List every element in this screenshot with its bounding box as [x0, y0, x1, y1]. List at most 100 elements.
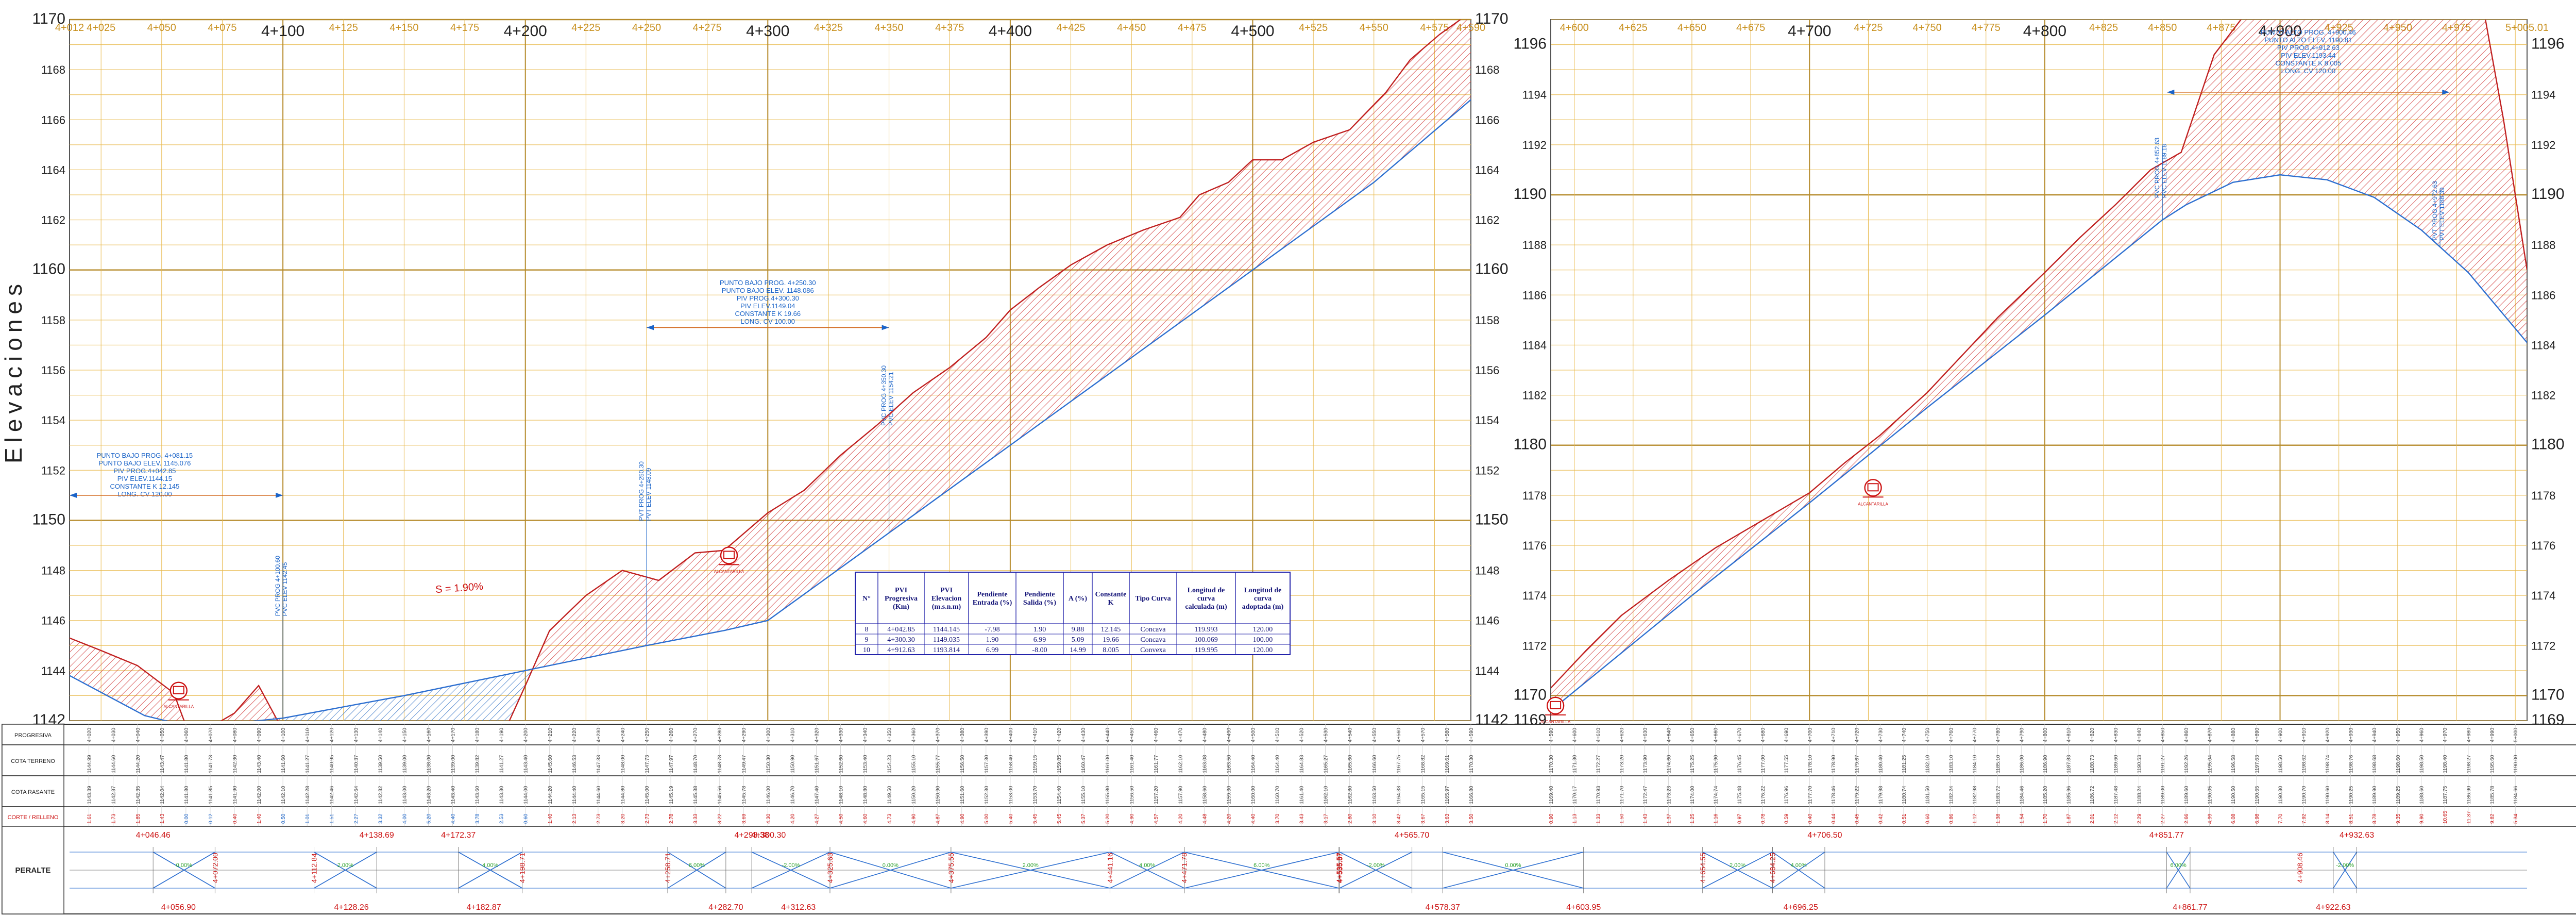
band-value: 4+100: [281, 727, 286, 742]
band-value: 1147.40: [814, 786, 820, 804]
band-value: 4+670: [1737, 727, 1742, 742]
band-value: 1150.30: [766, 755, 771, 773]
band-value: 1162.10: [1178, 755, 1183, 773]
peralte-station-vertical: 4+654.55: [1699, 853, 1707, 883]
cut-fill-value: 2.73: [645, 813, 650, 824]
band-value: 4+580: [1445, 727, 1450, 742]
cut-fill-value: 5.45: [1032, 813, 1038, 824]
band-value: 1176.45: [1737, 755, 1742, 773]
table-header-text: Longitud de: [1244, 587, 1282, 594]
station-label: 4+550: [1360, 22, 1388, 34]
band-value: 1146.00: [766, 786, 771, 804]
cut-fill-value: 1.51: [329, 813, 335, 824]
peralte-transition: [751, 852, 831, 889]
band-value: 1142.00: [257, 786, 262, 804]
band-value: 4+280: [717, 727, 723, 742]
curve-point-text: PVC PROG 4+100.60: [274, 556, 281, 616]
band-value: 1154.23: [887, 755, 893, 773]
band-value: 1189.00: [2160, 786, 2166, 804]
band-value: 1170.17: [1572, 786, 1578, 804]
band-value: 1157.30: [984, 755, 990, 773]
elevation-label: 1154: [1475, 414, 1499, 427]
peralte-station-vertical: 4+535.87: [1335, 853, 1344, 883]
elevation-label: 1158: [1475, 314, 1499, 327]
band-value: 1148.10: [838, 786, 844, 804]
svg-text:Elevaciones: Elevaciones: [0, 279, 27, 463]
peralte-transition: [152, 852, 215, 889]
cut-fill-value: 7.70: [2278, 813, 2284, 824]
band-value: 1170.30: [1469, 755, 1475, 773]
cut-fill-value: 0.60: [1925, 813, 1931, 824]
band-value: 1160.47: [1081, 755, 1087, 773]
table-cell-text: 19.66: [1103, 636, 1119, 644]
band-value: 1142.46: [329, 786, 335, 804]
vertical-grid: [1574, 20, 2516, 721]
band-value: 1179.98: [1878, 786, 1884, 804]
elevation-label: 1144: [41, 664, 65, 677]
band-value: 4+090: [257, 727, 262, 742]
table-header-text: Longitud de: [1188, 587, 1225, 594]
band-value: 1196.58: [2231, 755, 2236, 773]
elevation-label: 1186: [2531, 289, 2555, 302]
band-value: 1141.90: [232, 786, 238, 804]
table-cell-text: -8.00: [1032, 646, 1047, 654]
pvi-annotation-line: PIV ELEV.1144.15: [117, 475, 172, 482]
culvert-label: ALCANTARILLA: [1858, 502, 1888, 506]
band-value: 1145.60: [548, 755, 553, 773]
peralte-station-vertical: 4+908.46: [2296, 853, 2304, 883]
band-value: 4+120: [329, 727, 335, 742]
station-label: 4+375: [935, 22, 964, 34]
band-value: 1142.04: [160, 786, 165, 804]
band-value: 1143.40: [451, 786, 456, 804]
band-value: 1167.75: [1396, 755, 1402, 773]
elevation-label: 1194: [2531, 89, 2555, 102]
cut-fill-value: 1.73: [111, 813, 117, 824]
elevation-label: 1160: [1475, 261, 1509, 278]
elevation-label: 1196: [1513, 36, 1547, 53]
band-value: 1159.30: [1226, 786, 1232, 804]
elevation-labels: 1170 1168 1166 1164 1162 1160 1158 1156 1154 1152…: [32, 10, 1508, 728]
culvert-icon: ALCANTARILLA: [714, 546, 744, 574]
table-cell-text: 4+300.30: [887, 636, 914, 644]
arrow-head: [70, 492, 77, 498]
band-label-cell: [2, 806, 64, 827]
band-value: 1184.46: [2019, 786, 2025, 804]
cut-fill-value: 1.37: [1666, 813, 1672, 824]
culvert-icon: ALCANTARILLA: [1858, 479, 1889, 506]
cut-fill-value: 1.16: [1714, 813, 1719, 824]
band-value: 1198.60: [2396, 755, 2401, 773]
band-value: 1139.50: [378, 755, 383, 773]
band-value: 1190.53: [2137, 755, 2143, 773]
station-label: 4+525: [1299, 22, 1328, 34]
cut-fill-value: 1.50: [1619, 813, 1625, 824]
elevation-label: 1194: [1522, 89, 1547, 102]
band-value: 1148.00: [620, 755, 626, 773]
peralte-transition: [314, 852, 377, 889]
peralte-station-bottom: 4+182.87: [467, 903, 501, 912]
band-value: 4+270: [693, 727, 699, 742]
peralte-percent: 0.00%: [1505, 862, 1521, 869]
cut-fill-value: 3.69: [741, 813, 747, 824]
band-value: 4+190: [499, 727, 505, 742]
band-value: 4+470: [1178, 727, 1183, 742]
culvert-label: ALCANTARILLA: [163, 705, 194, 709]
elevation-label: 1186: [1522, 289, 1547, 302]
cut-fill-value: 5.20: [426, 813, 432, 824]
curve-point-text: PVC ELEV 1154.21: [888, 372, 895, 426]
band-value: 1162.10: [1324, 786, 1329, 804]
station-label: 4+450: [1117, 22, 1146, 34]
curve-point-text: PVT ELEV 1188.39: [2438, 187, 2446, 240]
peralte-transition: [667, 852, 726, 889]
station-label: 4+050: [147, 22, 176, 34]
band-value: 1186.90: [2043, 755, 2048, 773]
table-header-text: Tipo Curva: [1135, 595, 1171, 603]
peralte-station-top: 4+851.77: [2149, 831, 2184, 840]
curve-length-arrow: [647, 325, 889, 330]
station-label: 4+125: [329, 22, 358, 34]
cut-fill-value: 4.40: [451, 813, 456, 824]
band-value: 1165.60: [1348, 755, 1353, 773]
band-value: 1188.60: [2419, 786, 2425, 804]
cut-fill-value: 3.67: [1420, 813, 1426, 824]
